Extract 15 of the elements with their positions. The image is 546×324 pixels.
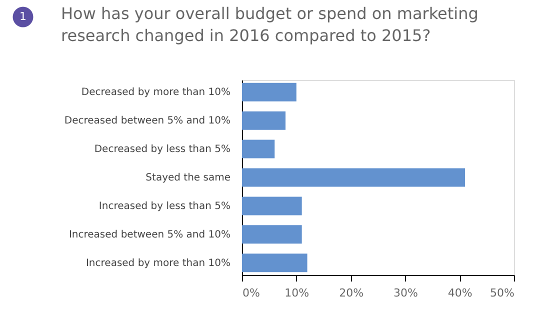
chart-title: How has your overall budget or spend on marketing research changed in 2016 compared to 2015? bbox=[61, 4, 478, 45]
x-tick-label: 30% bbox=[393, 286, 418, 300]
y-tick-label: Decreased between 5% and 10% bbox=[64, 116, 230, 127]
y-tick-label: Increased between 5% and 10% bbox=[68, 229, 230, 240]
y-tick-label: Decreased by less than 5% bbox=[94, 144, 230, 156]
x-tick-label: 50% bbox=[490, 286, 514, 300]
y-tick-label: Decreased by more than 10% bbox=[81, 87, 230, 98]
x-tick-label: 40% bbox=[448, 286, 472, 300]
y-tick-label: Increased by more than 10% bbox=[86, 258, 230, 269]
y-tick-label: Stayed the same bbox=[146, 172, 230, 184]
text: 1 bbox=[20, 10, 26, 23]
x-tick-label: 10% bbox=[284, 286, 310, 300]
x-tick-label: 20% bbox=[339, 286, 364, 300]
x-tick-label: 0% bbox=[242, 286, 260, 300]
y-tick-label: Increased by less than 5% bbox=[98, 200, 230, 212]
